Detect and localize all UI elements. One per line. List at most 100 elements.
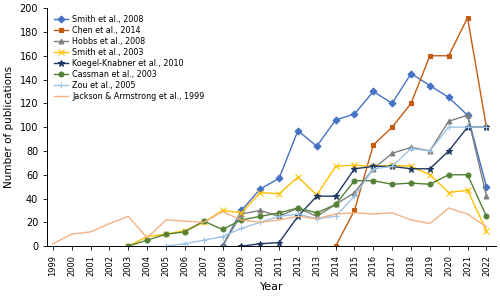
Jackson & Armstrong et al., 1999 (163, 218, 169, 222)
Zou et al., 2005 (163, 244, 169, 248)
Cassman et al., 2003 (200, 219, 206, 223)
Smith et al., 2003 (276, 192, 282, 196)
Jackson & Armstrong et al., 1999 (182, 219, 188, 223)
Smith et al., 2003 (352, 163, 358, 167)
Smith et al., 2008 (314, 144, 320, 148)
Smith et al., 2008 (464, 113, 470, 117)
Smith et al., 2003 (182, 229, 188, 232)
Hobbs et al., 2008 (446, 119, 452, 123)
Smith et al., 2003 (370, 165, 376, 168)
Jackson & Armstrong et al., 1999 (276, 218, 282, 222)
Line: Smith et al., 2003: Smith et al., 2003 (126, 163, 489, 249)
Smith et al., 2008 (427, 84, 433, 87)
Zou et al., 2005 (408, 147, 414, 150)
Smith et al., 2003 (144, 235, 150, 238)
Smith et al., 2008 (352, 112, 358, 116)
Smith et al., 2008 (446, 96, 452, 99)
Smith et al., 2003 (163, 232, 169, 236)
Cassman et al., 2003 (182, 230, 188, 234)
Zou et al., 2005 (295, 212, 301, 216)
Koegel-Knabner et al., 2010 (332, 194, 338, 198)
Smith et al., 2003 (332, 165, 338, 168)
Cassman et al., 2003 (276, 211, 282, 215)
Koegel-Knabner et al., 2010 (484, 126, 490, 129)
Line: Chen et al., 2014: Chen et al., 2014 (333, 15, 489, 249)
Koegel-Knabner et al., 2010 (276, 241, 282, 244)
Koegel-Knabner et al., 2010 (352, 167, 358, 170)
Zou et al., 2005 (332, 215, 338, 218)
Smith et al., 2003 (314, 193, 320, 197)
Zou et al., 2005 (276, 215, 282, 218)
Koegel-Knabner et al., 2010 (464, 126, 470, 129)
Zou et al., 2005 (464, 126, 470, 129)
Zou et al., 2005 (370, 167, 376, 170)
Jackson & Armstrong et al., 1999 (408, 218, 414, 222)
Smith et al., 2008 (484, 185, 490, 189)
Koegel-Knabner et al., 2010 (370, 165, 376, 168)
Chen et al., 2014 (370, 143, 376, 147)
Jackson & Armstrong et al., 1999 (352, 211, 358, 215)
Jackson & Armstrong et al., 1999 (126, 215, 132, 218)
Jackson & Armstrong et al., 1999 (370, 212, 376, 216)
Hobbs et al., 2008 (427, 149, 433, 153)
Jackson & Armstrong et al., 1999 (144, 236, 150, 239)
Smith et al., 2008 (389, 102, 395, 105)
Jackson & Armstrong et al., 1999 (484, 225, 490, 229)
Smith et al., 2008 (238, 209, 244, 212)
Cassman et al., 2003 (238, 218, 244, 222)
Cassman et al., 2003 (408, 181, 414, 185)
Zou et al., 2005 (352, 194, 358, 198)
Cassman et al., 2003 (352, 179, 358, 182)
Cassman et al., 2003 (464, 173, 470, 176)
Smith et al., 2003 (464, 189, 470, 192)
Jackson & Armstrong et al., 1999 (200, 221, 206, 224)
Jackson & Armstrong et al., 1999 (220, 210, 226, 213)
Cassman et al., 2003 (220, 228, 226, 231)
Jackson & Armstrong et al., 1999 (106, 222, 112, 225)
Smith et al., 2003 (427, 173, 433, 176)
Hobbs et al., 2008 (408, 146, 414, 149)
Jackson & Armstrong et al., 1999 (238, 218, 244, 222)
Koegel-Knabner et al., 2010 (389, 165, 395, 168)
Zou et al., 2005 (220, 235, 226, 238)
Chen et al., 2014 (352, 209, 358, 212)
Hobbs et al., 2008 (484, 194, 490, 198)
Smith et al., 2003 (257, 191, 263, 194)
Jackson & Armstrong et al., 1999 (464, 212, 470, 216)
Smith et al., 2003 (446, 191, 452, 194)
Hobbs et al., 2008 (370, 167, 376, 170)
Zou et al., 2005 (182, 242, 188, 245)
Cassman et al., 2003 (126, 244, 132, 248)
Cassman et al., 2003 (446, 173, 452, 176)
Jackson & Armstrong et al., 1999 (389, 211, 395, 215)
Zou et al., 2005 (238, 226, 244, 230)
Line: Zou et al., 2005: Zou et al., 2005 (163, 124, 489, 249)
Line: Koegel-Knabner et al., 2010: Koegel-Knabner et al., 2010 (238, 124, 490, 250)
Y-axis label: Number of publications: Number of publications (4, 66, 14, 188)
Smith et al., 2008 (332, 118, 338, 122)
Smith et al., 2008 (276, 176, 282, 180)
Zou et al., 2005 (484, 126, 490, 129)
Koegel-Knabner et al., 2010 (427, 167, 433, 170)
Hobbs et al., 2008 (276, 215, 282, 218)
Hobbs et al., 2008 (464, 113, 470, 117)
Cassman et al., 2003 (163, 232, 169, 236)
Koegel-Knabner et al., 2010 (314, 194, 320, 198)
Chen et al., 2014 (389, 126, 395, 129)
Chen et al., 2014 (446, 54, 452, 57)
Legend: Smith et al., 2008, Chen et al., 2014, Hobbs et al., 2008, Smith et al., 2003, K: Smith et al., 2008, Chen et al., 2014, H… (50, 11, 208, 104)
Hobbs et al., 2008 (352, 191, 358, 194)
Line: Hobbs et al., 2008: Hobbs et al., 2008 (220, 113, 489, 249)
Koegel-Knabner et al., 2010 (295, 215, 301, 218)
Koegel-Knabner et al., 2010 (408, 167, 414, 170)
Line: Jackson & Armstrong et al., 1999: Jackson & Armstrong et al., 1999 (53, 208, 486, 244)
Zou et al., 2005 (257, 221, 263, 224)
Cassman et al., 2003 (370, 179, 376, 182)
Jackson & Armstrong et al., 1999 (88, 230, 94, 234)
Hobbs et al., 2008 (332, 203, 338, 206)
Smith et al., 2003 (126, 244, 132, 248)
Chen et al., 2014 (332, 244, 338, 248)
Jackson & Armstrong et al., 1999 (257, 221, 263, 224)
X-axis label: Year: Year (260, 282, 283, 292)
Chen et al., 2014 (464, 16, 470, 20)
